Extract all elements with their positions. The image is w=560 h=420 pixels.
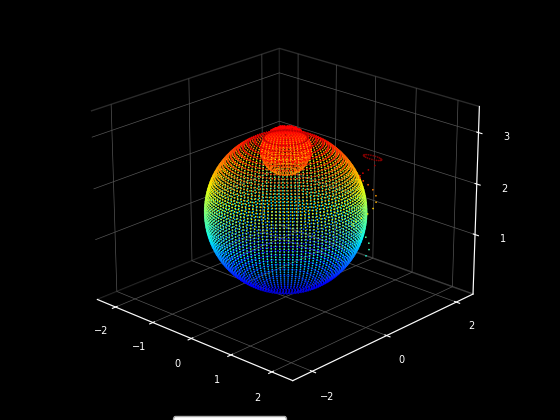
- Legend: Point Cloud, Query Point, Radial Neighbors: Point Cloud, Query Point, Radial Neighbo…: [173, 417, 286, 420]
